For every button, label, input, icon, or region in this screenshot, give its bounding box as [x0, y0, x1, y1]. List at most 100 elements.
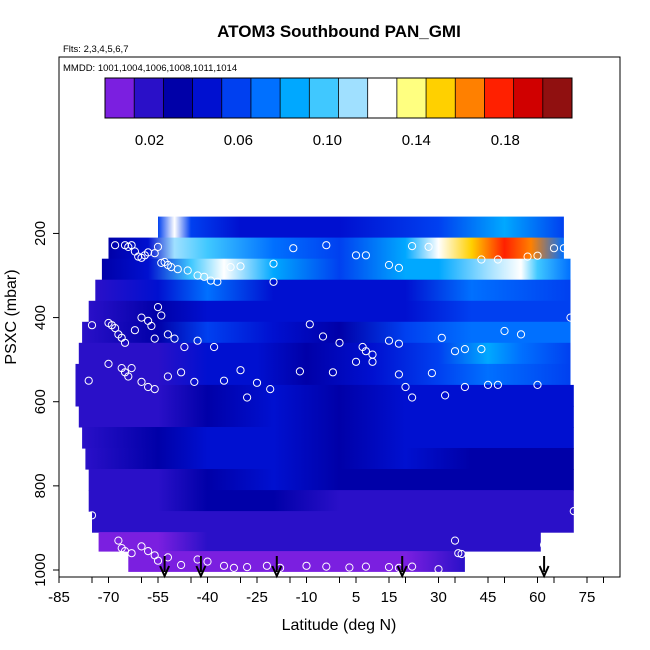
- observation-point: [460, 382, 469, 392]
- colorbar-tick-label: 0.14: [402, 132, 431, 149]
- observation-point: [163, 330, 172, 339]
- observation-point: [394, 339, 403, 348]
- observation-point: [153, 556, 163, 565]
- colorbar-swatch: [105, 78, 135, 118]
- x-axis-label: Latitude (deg N): [282, 617, 397, 634]
- observation-point: [533, 251, 542, 260]
- observation-point: [434, 565, 443, 574]
- observations-layer: [74, 241, 578, 574]
- colorbar-swatch: [484, 78, 515, 118]
- observation-point: [483, 380, 493, 389]
- observation-point: [566, 313, 575, 322]
- observation-point: [150, 334, 159, 343]
- observation-point: [477, 345, 486, 354]
- heat-band: [98, 532, 541, 552]
- y-axis-label: PSXC (mbar): [3, 269, 20, 364]
- y-tick-label: 200: [32, 221, 49, 246]
- observation-point: [569, 507, 578, 516]
- heat-band: [158, 216, 564, 239]
- observation-point: [289, 244, 298, 253]
- x-tick-label: 5: [352, 589, 360, 606]
- heat-band: [78, 342, 571, 365]
- dates-note: MMDD: 1001,1004,1006,1008,1011,1014: [63, 63, 237, 74]
- heat-band: [92, 511, 574, 533]
- observation-point: [450, 536, 460, 545]
- observation-point: [351, 357, 361, 366]
- observation-point: [361, 251, 370, 260]
- observation-point: [500, 326, 509, 336]
- observation-point: [219, 376, 229, 385]
- x-tick-label: -85: [48, 589, 70, 606]
- observation-point: [516, 330, 526, 339]
- observation-point: [328, 368, 337, 377]
- observation-point: [200, 272, 209, 281]
- observation-point: [243, 563, 252, 572]
- observation-point: [269, 259, 278, 268]
- heat-band: [82, 427, 574, 449]
- observation-point: [84, 376, 93, 385]
- x-tick-label: -55: [147, 589, 169, 606]
- heat-band: [101, 258, 571, 281]
- flight-arrow: [159, 556, 171, 579]
- observation-point: [408, 242, 417, 251]
- colorbar-swatch: [134, 78, 164, 118]
- observation-point: [335, 338, 344, 347]
- observation-point: [104, 359, 113, 368]
- observation-point: [120, 338, 130, 347]
- x-axis: -85 -70 -55 -40 -25 -10 5 15 30 45 60 75: [48, 577, 604, 606]
- observation-point: [114, 536, 123, 545]
- observation-point: [493, 255, 502, 264]
- y-tick-label: 1000: [32, 553, 49, 586]
- observation-point: [150, 385, 159, 394]
- observation-point: [477, 255, 486, 264]
- colorbar-swatch: [367, 78, 398, 118]
- colorbar-swatch: [280, 78, 310, 118]
- x-tick-label: -25: [246, 589, 268, 606]
- observation-point: [127, 549, 136, 558]
- y-tick-label: 400: [32, 305, 49, 330]
- observation-point: [427, 369, 436, 378]
- x-tick-label: 75: [579, 589, 596, 606]
- observation-point: [441, 391, 450, 400]
- heat-band: [95, 279, 571, 302]
- observation-point: [266, 385, 275, 394]
- observation-point: [97, 241, 107, 250]
- observation-point: [384, 336, 394, 345]
- x-tick-label: -70: [98, 589, 120, 606]
- observation-point: [457, 549, 466, 559]
- heat-band: [82, 321, 571, 344]
- colorbar-swatch: [163, 78, 193, 118]
- observation-point: [384, 563, 394, 572]
- observation-point: [111, 241, 120, 250]
- observation-point: [454, 549, 463, 558]
- observation-point: [361, 347, 370, 356]
- colorbar: 0.02 0.06 0.10 0.14 0.18: [104, 77, 573, 149]
- observation-point: [144, 248, 153, 257]
- observation-point: [269, 277, 278, 286]
- observation-point: [236, 262, 245, 271]
- observation-point: [368, 357, 377, 366]
- heat-band: [128, 551, 465, 572]
- observation-point: [450, 347, 460, 356]
- observation-point: [243, 393, 252, 402]
- observation-point: [183, 266, 192, 275]
- heatmap-layer: [75, 216, 574, 572]
- x-tick-label: 15: [381, 589, 398, 606]
- observation-point: [219, 561, 229, 570]
- colorbar-tick-label: 0.10: [313, 132, 342, 149]
- observation-point: [87, 321, 97, 330]
- observation-point: [127, 241, 136, 250]
- observation-point: [213, 277, 222, 286]
- observation-point: [87, 511, 97, 520]
- observation-point: [193, 336, 202, 345]
- observation-point: [262, 561, 271, 570]
- observation-point: [394, 263, 403, 272]
- observation-point: [305, 320, 314, 329]
- observation-point: [130, 326, 139, 335]
- observation-point: [322, 562, 331, 571]
- observation-point: [170, 334, 179, 343]
- observation-point: [424, 242, 433, 251]
- observation-point: [229, 563, 238, 573]
- colorbar-swatch: [513, 78, 544, 118]
